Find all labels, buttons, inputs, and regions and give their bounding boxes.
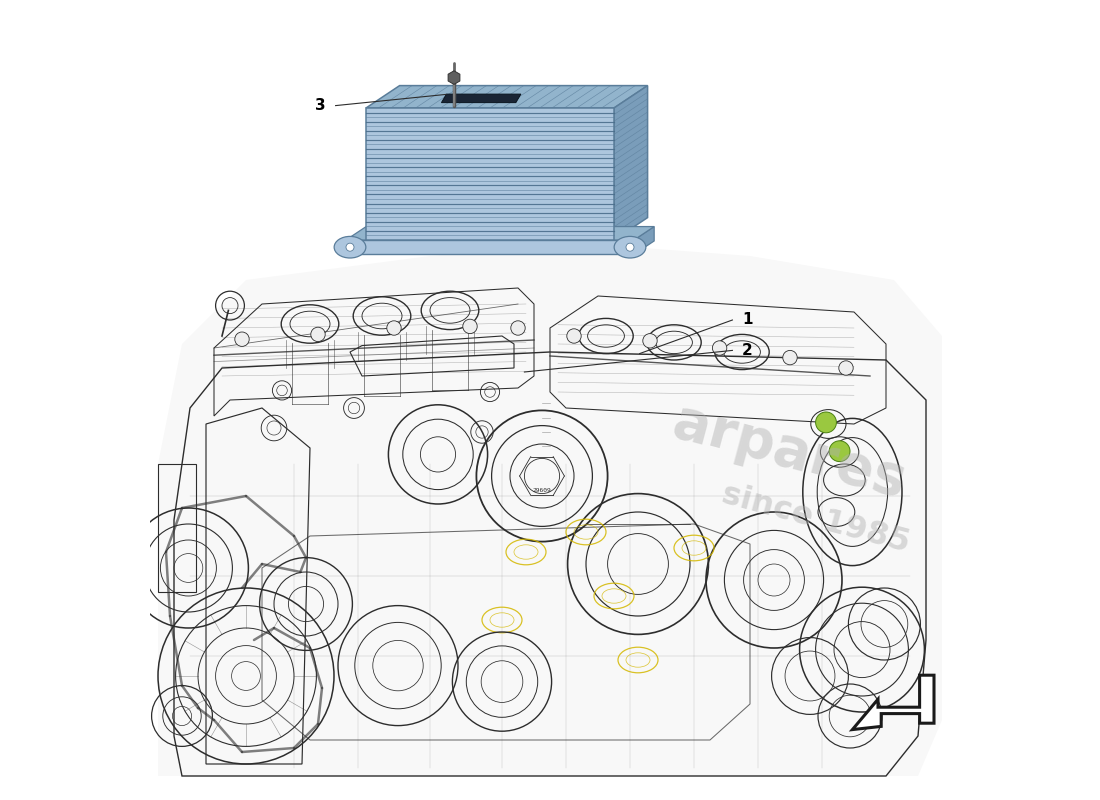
Circle shape — [234, 332, 250, 346]
Circle shape — [510, 321, 525, 335]
Polygon shape — [448, 71, 460, 84]
Polygon shape — [441, 94, 521, 102]
Bar — [366, 108, 614, 240]
Circle shape — [566, 329, 581, 343]
Text: 29609: 29609 — [532, 488, 551, 493]
Circle shape — [387, 321, 402, 335]
Circle shape — [713, 341, 727, 355]
Polygon shape — [366, 86, 648, 108]
Text: 1: 1 — [742, 313, 752, 327]
Ellipse shape — [334, 237, 366, 258]
Circle shape — [829, 441, 850, 462]
Ellipse shape — [614, 237, 646, 258]
Polygon shape — [614, 86, 648, 240]
Circle shape — [815, 412, 836, 433]
Circle shape — [642, 334, 657, 348]
Bar — [158, 464, 197, 592]
Text: 2: 2 — [742, 343, 752, 358]
Text: 3: 3 — [316, 98, 326, 113]
Circle shape — [346, 243, 354, 251]
Text: arpares: arpares — [667, 395, 913, 509]
Text: since 1985: since 1985 — [718, 478, 913, 558]
Circle shape — [463, 319, 477, 334]
Polygon shape — [634, 226, 654, 254]
Polygon shape — [852, 675, 934, 730]
Polygon shape — [346, 226, 654, 240]
Bar — [346, 240, 634, 254]
Circle shape — [311, 327, 326, 342]
Polygon shape — [158, 244, 942, 776]
Circle shape — [839, 361, 854, 375]
Circle shape — [783, 350, 798, 365]
Circle shape — [626, 243, 634, 251]
